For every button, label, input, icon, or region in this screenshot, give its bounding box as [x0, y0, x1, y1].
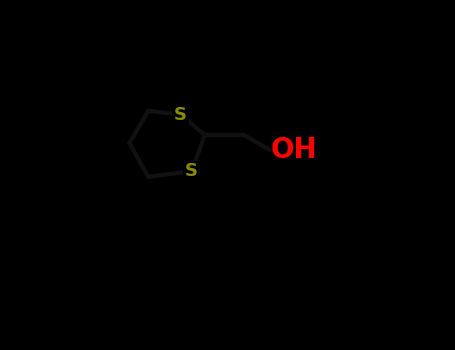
- Text: S: S: [174, 106, 187, 124]
- Text: S: S: [185, 162, 198, 180]
- Text: OH: OH: [271, 136, 318, 164]
